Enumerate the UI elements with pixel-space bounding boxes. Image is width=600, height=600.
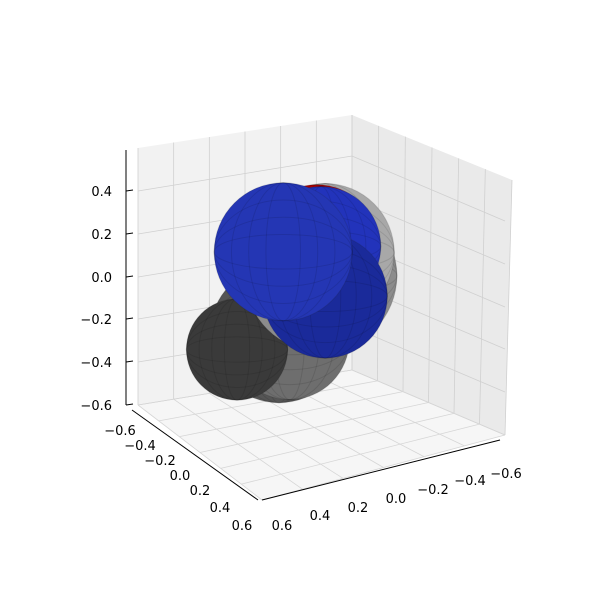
left-tick-label: 0.2: [190, 484, 211, 499]
right-tick-label: 0.2: [348, 501, 369, 516]
right-tick-label: −0.4: [454, 474, 486, 489]
sphere-body: [213, 182, 353, 322]
grid-line: [261, 434, 506, 501]
grid-line: [504, 179, 513, 436]
tick-labels: −0.6−0.4−0.20.00.20.4−0.6−0.4−0.20.00.20…: [80, 185, 521, 534]
grid-line: [137, 155, 506, 222]
z-tick-label: 0.4: [91, 185, 112, 200]
z-tick-label: −0.4: [80, 356, 112, 371]
right-tick-label: −0.2: [417, 483, 449, 498]
grid-line: [241, 423, 480, 485]
z-tick-mark: [125, 275, 134, 278]
z-tick-label: −0.2: [80, 313, 112, 328]
pane-floor: [138, 370, 505, 500]
left-tick-label: 0.6: [232, 519, 253, 534]
right-tick-label: −0.6: [490, 467, 522, 482]
z-tick-mark: [125, 403, 134, 406]
left-tick-label: 0.0: [170, 469, 191, 484]
sphere-mesh: [265, 182, 301, 322]
left-tick-label: 0.4: [210, 501, 231, 516]
z-tick-label: −0.6: [80, 399, 112, 414]
right-tick-label: 0.4: [310, 509, 331, 524]
z-tick-mark: [125, 360, 134, 363]
sphere-2: [185, 298, 289, 401]
left-axis-line: [131, 409, 259, 501]
grid-line: [351, 369, 506, 436]
sphere-mesh: [185, 336, 289, 363]
axis-lines: [125, 150, 501, 501]
right-tick-label: 0.6: [272, 519, 293, 534]
sphere-mesh: [185, 323, 289, 376]
sphere-mesh: [230, 182, 336, 322]
sphere-mesh: [213, 234, 353, 270]
right-axis-line: [261, 439, 501, 501]
sphere-mesh: [213, 199, 353, 304]
sphere-mesh: [248, 182, 319, 322]
z-tick-mark: [125, 232, 134, 235]
sphere-mesh: [185, 311, 289, 388]
sphere-8: [213, 182, 353, 322]
sphere-mesh: [213, 216, 353, 287]
sphere-surfaces: [185, 182, 398, 404]
pane-back-right: [352, 115, 512, 435]
z-tick-label: 0.0: [91, 271, 112, 286]
right-tick-label: 0.0: [386, 492, 407, 507]
left-tick-label: −0.2: [144, 454, 176, 469]
z-tick-mark: [125, 317, 134, 320]
z-tick-mark: [125, 189, 134, 192]
z-tick-label: 0.2: [91, 228, 112, 243]
left-tick-label: −0.6: [104, 424, 136, 439]
left-tick-label: −0.4: [124, 439, 156, 454]
